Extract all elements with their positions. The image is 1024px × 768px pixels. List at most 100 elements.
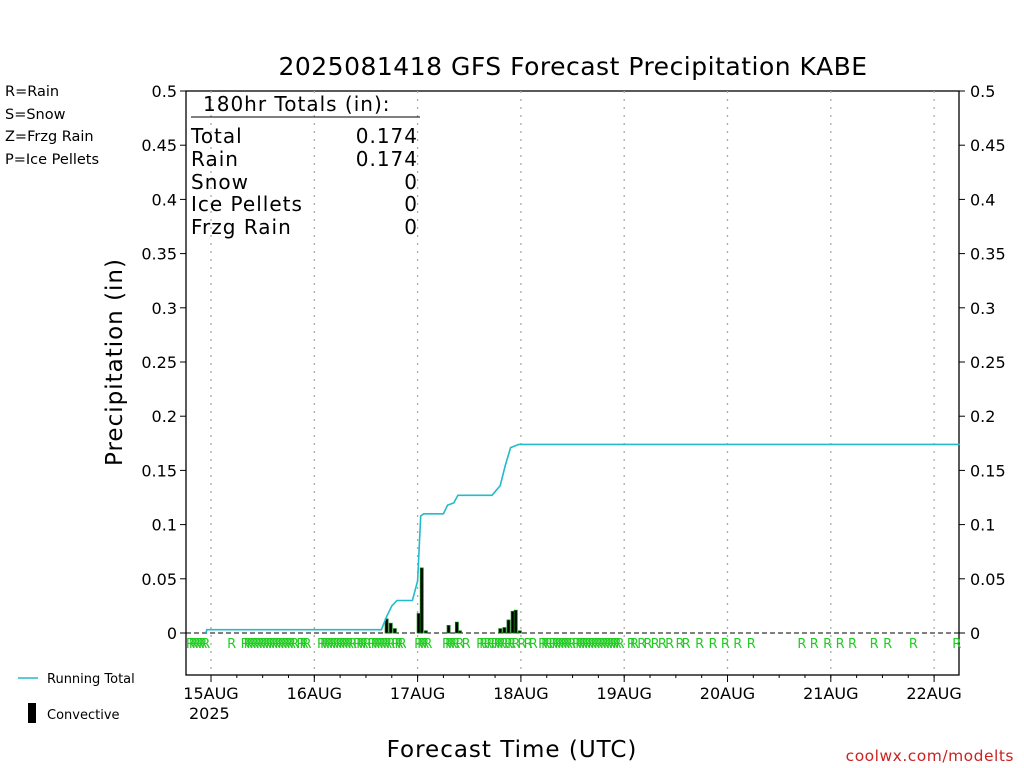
totals-label-snow: Snow — [191, 170, 249, 194]
convective-bar-13 — [513, 609, 518, 634]
y-axis-label: Precipitation (in) — [102, 258, 128, 466]
precip-type-mark-63: R — [479, 637, 488, 652]
y-tick-label-right-9: 0.45 — [970, 136, 1006, 155]
precip-type-mark-52: R — [414, 637, 423, 652]
y-tick-label-right-0: 0 — [970, 624, 980, 643]
y-tick-label-left-4: 0.2 — [152, 407, 177, 426]
totals-label-ice-pellets: Ice Pellets — [191, 192, 303, 216]
precip-type-mark-5: R — [201, 637, 210, 652]
precip-type-mark-106: R — [658, 637, 667, 652]
precip-type-mark-91: R — [588, 637, 597, 652]
precip-type-mark-49: R — [391, 637, 400, 652]
convective-bar-0 — [384, 618, 389, 634]
precip-type-mark-16: R — [268, 637, 277, 652]
precip-type-mark-90: R — [585, 637, 594, 652]
precip-type-mark-109: R — [682, 637, 691, 652]
convective-bar-9 — [498, 628, 503, 634]
precip-type-mark-64: R — [483, 637, 492, 652]
precip-type-mark-15: R — [265, 637, 274, 652]
precip-type-mark-94: R — [597, 637, 606, 652]
x-tick-label-3: 18AUG — [493, 684, 548, 703]
precip-type-mark-28: R — [320, 637, 329, 652]
precip-type-mark-7: R — [241, 637, 250, 652]
precip-type-mark-43: R — [371, 637, 380, 652]
precip-type-mark-0: R — [186, 637, 195, 652]
x-tick-label-0: 15AUG — [183, 684, 238, 703]
convective-bar-6 — [446, 625, 451, 634]
precip-type-mark-31: R — [329, 637, 338, 652]
precip-type-mark-116: R — [810, 637, 819, 652]
x-tick-sublabel-0: 2025 — [189, 704, 230, 723]
y-tick-label-left-9: 0.45 — [141, 136, 177, 155]
precip-type-mark-25: R — [299, 637, 308, 652]
convective-bar-14 — [517, 630, 522, 634]
precip-type-mark-74: R — [524, 637, 533, 652]
precip-type-mark-112: R — [721, 637, 730, 652]
convective-bar-12 — [510, 610, 515, 634]
y-tick-label-right-10: 0.5 — [970, 82, 995, 101]
precip-type-mark-41: R — [362, 637, 371, 652]
precip-type-mark-76: R — [538, 637, 547, 652]
totals-value-total: 0.174 — [356, 124, 418, 148]
precip-type-mark-59: R — [451, 637, 460, 652]
precip-type-mark-96: R — [603, 637, 612, 652]
legend-frzg-rain: Z=Frzg Rain — [5, 129, 94, 145]
precip-type-mark-104: R — [643, 637, 652, 652]
precip-type-mark-11: R — [253, 637, 262, 652]
precip-type-mark-57: R — [445, 637, 454, 652]
precip-type-mark-69: R — [500, 637, 509, 652]
precip-type-mark-102: R — [630, 637, 639, 652]
precip-type-mark-103: R — [637, 637, 646, 652]
precip-type-mark-38: R — [353, 637, 362, 652]
y-tick-label-left-7: 0.35 — [141, 245, 177, 264]
convective-bar-11 — [506, 619, 511, 634]
precip-type-mark-23: R — [290, 637, 299, 652]
site-credit: coolwx.com/modelts — [846, 747, 1014, 765]
precip-type-mark-44: R — [374, 637, 383, 652]
precip-type-mark-50: R — [394, 637, 403, 652]
legend-rain: R=Rain — [5, 84, 59, 100]
precip-type-mark-45: R — [377, 637, 386, 652]
y-tick-label-left-8: 0.4 — [152, 190, 177, 209]
precip-type-mark-75: R — [529, 637, 538, 652]
precip-type-mark-122: R — [909, 637, 918, 652]
precip-type-mark-68: R — [497, 637, 506, 652]
precip-type-mark-39: R — [356, 637, 365, 652]
y-axis-right: 0 0.05 0.1 0.15 0.2 0.25 0.3 0.35 0.4 0.45 0.5 — [959, 82, 1006, 643]
precip-type-mark-56: R — [442, 637, 451, 652]
y-tick-label-right-1: 0.05 — [970, 570, 1006, 589]
bottom-legend: Running Total Convective — [18, 672, 135, 723]
x-tick-label-6: 21AUG — [803, 684, 858, 703]
y-tick-label-left-0: 0 — [167, 624, 177, 643]
totals-label-rain: Rain — [191, 147, 239, 171]
precip-type-mark-40: R — [359, 637, 368, 652]
precip-type-mark-34: R — [339, 637, 348, 652]
chart-title: 2025081418 GFS Forecast Precipitation KA… — [278, 52, 867, 81]
totals-value-snow: 0 — [404, 170, 418, 194]
precip-type-mark-113: R — [733, 637, 742, 652]
precip-type-mark-3: R — [195, 637, 204, 652]
precip-type-mark-24: R — [296, 637, 305, 652]
y-tick-label-left-1: 0.05 — [141, 570, 177, 589]
precip-type-mark-27: R — [317, 637, 326, 652]
precip-type-mark-111: R — [709, 637, 718, 652]
precip-type-mark-61: R — [462, 637, 471, 652]
precip-type-mark-88: R — [578, 637, 587, 652]
precip-type-mark-48: R — [386, 637, 395, 652]
precip-type-mark-58: R — [448, 637, 457, 652]
precip-type-mark-29: R — [323, 637, 332, 652]
precip-type-mark-121: R — [883, 637, 892, 652]
y-tick-label-left-10: 0.5 — [152, 82, 177, 101]
precip-type-mark-80: R — [551, 637, 560, 652]
precip-type-mark-98: R — [609, 637, 618, 652]
convective-legend-label: Convective — [47, 708, 120, 723]
y-tick-label-right-6: 0.3 — [970, 299, 995, 318]
convective-legend-swatch — [28, 703, 36, 723]
precip-type-mark-26: R — [303, 637, 312, 652]
precip-type-mark-62: R — [476, 637, 485, 652]
y-axis-left: 0 0.05 0.1 0.15 0.2 0.25 0.3 0.35 0.4 0.45 0.5 — [141, 82, 186, 643]
convective-bar-3 — [416, 613, 421, 634]
precip-type-mark-82: R — [558, 637, 567, 652]
